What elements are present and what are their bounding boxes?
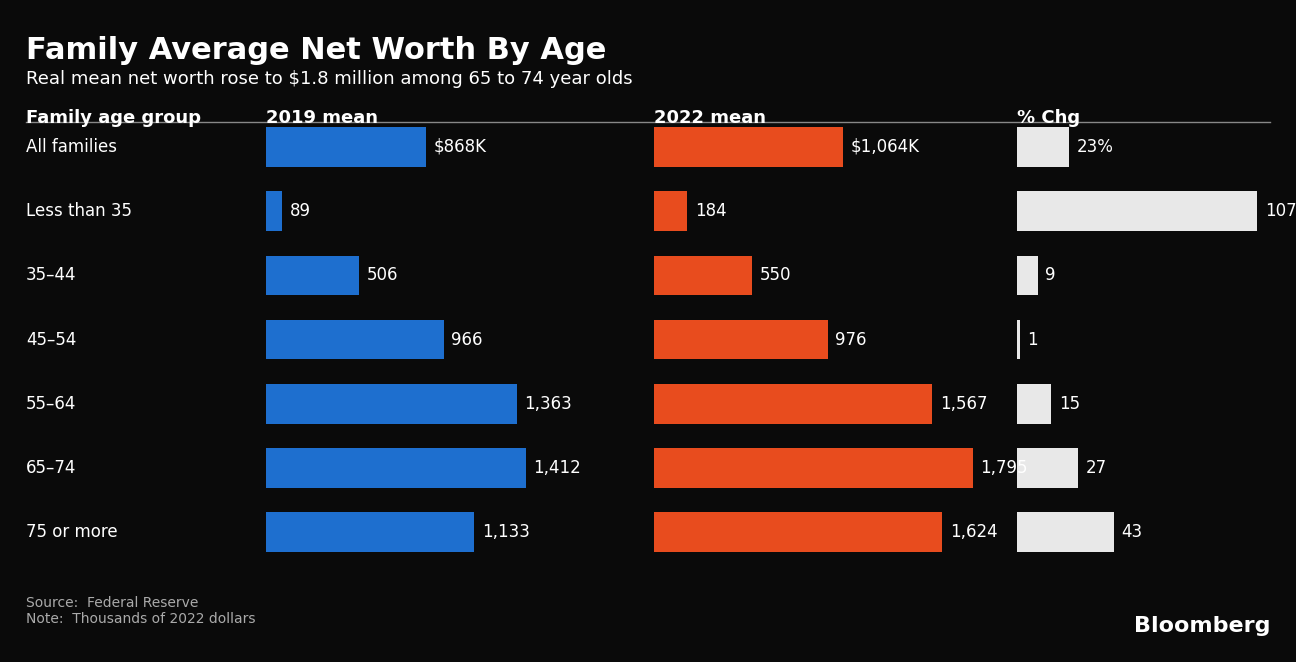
Text: 89: 89	[290, 202, 311, 220]
FancyBboxPatch shape	[1017, 512, 1113, 552]
FancyBboxPatch shape	[266, 256, 359, 295]
Text: 45–54: 45–54	[26, 330, 76, 349]
Text: Source:  Federal Reserve
Note:  Thousands of 2022 dollars: Source: Federal Reserve Note: Thousands …	[26, 596, 255, 626]
Text: 976: 976	[836, 330, 867, 349]
Text: 35–44: 35–44	[26, 266, 76, 285]
Text: 1,795: 1,795	[981, 459, 1028, 477]
Text: 2019 mean: 2019 mean	[266, 109, 377, 127]
FancyBboxPatch shape	[654, 320, 828, 359]
Text: Less than 35: Less than 35	[26, 202, 132, 220]
Text: 1,412: 1,412	[534, 459, 581, 477]
FancyBboxPatch shape	[1017, 384, 1051, 424]
Text: % Chg: % Chg	[1017, 109, 1081, 127]
Text: 75 or more: 75 or more	[26, 523, 118, 542]
Text: 1: 1	[1028, 330, 1038, 349]
Text: 15: 15	[1059, 395, 1080, 413]
Text: 43: 43	[1121, 523, 1143, 542]
Text: 1,363: 1,363	[525, 395, 573, 413]
Text: 506: 506	[367, 266, 398, 285]
Text: $868K: $868K	[433, 138, 486, 156]
FancyBboxPatch shape	[654, 256, 752, 295]
Text: 9: 9	[1046, 266, 1056, 285]
FancyBboxPatch shape	[1017, 448, 1078, 488]
FancyBboxPatch shape	[654, 191, 687, 231]
Text: 966: 966	[451, 330, 483, 349]
Text: Real mean net worth rose to $1.8 million among 65 to 74 year olds: Real mean net worth rose to $1.8 million…	[26, 70, 632, 87]
Text: 1,133: 1,133	[482, 523, 530, 542]
FancyBboxPatch shape	[266, 384, 517, 424]
FancyBboxPatch shape	[266, 191, 283, 231]
Text: Family Average Net Worth By Age: Family Average Net Worth By Age	[26, 36, 607, 66]
Text: 550: 550	[759, 266, 792, 285]
Text: 107: 107	[1265, 202, 1296, 220]
Text: Bloomberg: Bloomberg	[1134, 616, 1270, 636]
FancyBboxPatch shape	[266, 127, 425, 167]
FancyBboxPatch shape	[654, 384, 932, 424]
Text: 1,624: 1,624	[950, 523, 998, 542]
FancyBboxPatch shape	[1017, 320, 1020, 359]
Text: All families: All families	[26, 138, 117, 156]
FancyBboxPatch shape	[654, 448, 973, 488]
FancyBboxPatch shape	[266, 448, 526, 488]
FancyBboxPatch shape	[1017, 127, 1069, 167]
FancyBboxPatch shape	[1017, 191, 1257, 231]
Text: 184: 184	[695, 202, 727, 220]
Text: Family age group: Family age group	[26, 109, 201, 127]
FancyBboxPatch shape	[654, 127, 844, 167]
FancyBboxPatch shape	[266, 320, 443, 359]
Text: $1,064K: $1,064K	[851, 138, 920, 156]
FancyBboxPatch shape	[654, 512, 942, 552]
Text: 27: 27	[1086, 459, 1107, 477]
Text: 2022 mean: 2022 mean	[654, 109, 766, 127]
FancyBboxPatch shape	[266, 512, 474, 552]
Text: 65–74: 65–74	[26, 459, 76, 477]
Text: 23%: 23%	[1077, 138, 1113, 156]
FancyBboxPatch shape	[1017, 256, 1038, 295]
Text: 1,567: 1,567	[940, 395, 988, 413]
Text: 55–64: 55–64	[26, 395, 76, 413]
